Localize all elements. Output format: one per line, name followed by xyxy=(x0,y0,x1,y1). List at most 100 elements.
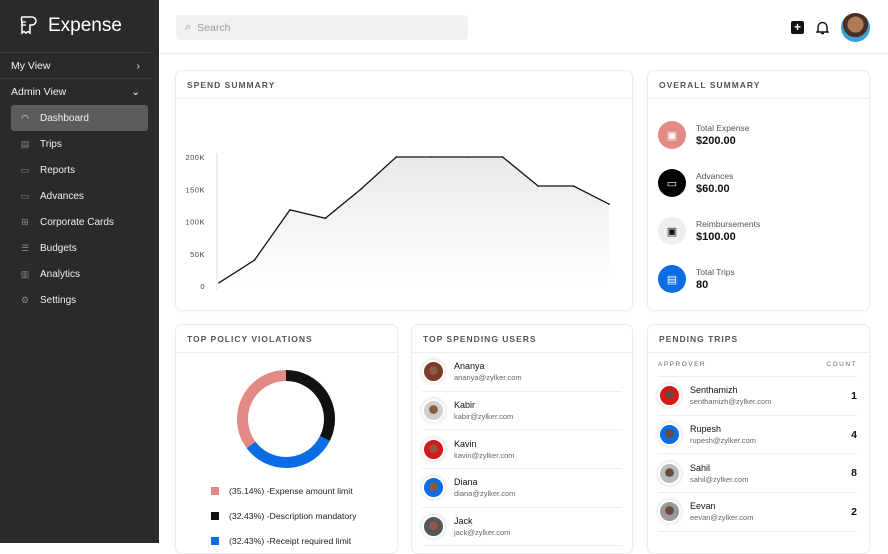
briefcase-icon: ▤ xyxy=(658,265,686,293)
user-avatar xyxy=(422,399,445,423)
pending-trip-row[interactable]: Rupesh rupesh@zylker.com 4 xyxy=(658,416,857,455)
card-title: OVERALL SUMMARY xyxy=(648,71,869,99)
violations-donut-chart xyxy=(237,370,335,468)
chevron-right-icon: › xyxy=(136,59,141,72)
sidebar-item-label: Advances xyxy=(40,190,84,202)
section-admin-view[interactable]: Admin View ⌄ xyxy=(0,79,151,105)
section-label: My View xyxy=(11,59,51,72)
user-row[interactable]: Kavin kavin@zylker.com xyxy=(422,430,622,470)
top-spending-users-card: TOP SPENDING USERS Ananya ananya@zylker.c… xyxy=(411,324,633,554)
data-point xyxy=(395,156,398,158)
user-name: Kabir xyxy=(454,400,476,411)
approver-email: rupesh@zylker.com xyxy=(690,436,756,446)
folder-icon: ▭ xyxy=(20,164,30,175)
gear-icon: ⚙ xyxy=(20,294,30,305)
search-input[interactable]: ⌕ Search xyxy=(176,15,468,40)
card-title: TOP SPENDING USERS xyxy=(412,325,632,353)
approver-email: senthamizh@zylker.com xyxy=(690,397,772,407)
pending-trip-row[interactable]: Eevan eevan@zylker.com 2 xyxy=(658,493,857,532)
sidebar-item-analytics[interactable]: ▥ Analytics xyxy=(11,261,148,287)
user-row[interactable]: Kabir kabir@zylker.com xyxy=(422,392,622,431)
cash-icon: ▣ xyxy=(658,217,686,245)
search-placeholder: Search xyxy=(197,21,231,34)
sidebar-item-label: Settings xyxy=(40,294,77,306)
user-row[interactable]: Jack jack@zylker.com xyxy=(422,508,622,547)
y-tick-label: 50K xyxy=(190,250,205,259)
user-avatar[interactable] xyxy=(841,13,870,42)
data-point xyxy=(537,185,539,187)
trip-count: 1 xyxy=(851,389,857,402)
dashboard-icon: ◠ xyxy=(21,112,29,123)
donut-segment[interactable] xyxy=(237,370,287,449)
section-label: Admin View xyxy=(11,86,67,98)
y-tick-label: 200K xyxy=(185,153,205,162)
user-row[interactable]: Diana diana@zylker.com xyxy=(422,469,622,508)
data-point xyxy=(572,185,575,187)
legend-swatch xyxy=(211,486,219,495)
summary-value: 80 xyxy=(696,279,709,291)
summary-label: Advances xyxy=(696,171,734,181)
summary-value: $200.00 xyxy=(696,135,736,147)
sidebar-item-label: Reports xyxy=(40,164,76,176)
section-my-view[interactable]: My View › xyxy=(0,53,151,79)
summary-label: Total Trips xyxy=(696,267,735,277)
approver-email: sahil@zylker.com xyxy=(690,474,749,484)
policy-violations-card: TOP POLICY VIOLATIONS (35.14%) -Expense … xyxy=(175,324,398,554)
sidebar-item-corporate-cards[interactable]: ⊞ Corporate Cards xyxy=(11,209,148,235)
summary-total-expense: ▣ Total Expense $200.00 xyxy=(658,111,869,159)
wallet-icon: ▭ xyxy=(20,190,30,201)
data-point xyxy=(466,156,468,158)
column-header-approver: APPROVER xyxy=(658,361,707,368)
legend-item: (35.14%) -Expense amount limit xyxy=(176,478,397,503)
top-header: ⌕ Search + xyxy=(159,0,888,54)
y-tick-label: 150K xyxy=(185,185,205,194)
user-row[interactable]: Ananya ananya@zylker.com xyxy=(422,353,622,392)
pending-trip-row[interactable]: Sahil sahil@zylker.com 8 xyxy=(658,454,857,494)
trip-count: 4 xyxy=(851,428,857,441)
summary-reimbursements: ▣ Reimbursements $100.00 xyxy=(658,207,869,255)
sidebar-item-trips[interactable]: ▤ Trips xyxy=(11,131,148,157)
add-icon[interactable]: + xyxy=(791,21,804,34)
data-point xyxy=(218,281,220,284)
sidebar-item-label: Corporate Cards xyxy=(40,216,114,228)
admin-nav: ◠ Dashboard ▤ Trips ▭ Reports ▭ Advances ⊞ Co… xyxy=(11,105,148,313)
trip-count: 2 xyxy=(851,505,857,518)
card-icon: ⊞ xyxy=(21,216,29,227)
user-avatar xyxy=(422,360,445,384)
sidebar-item-budgets[interactable]: ☰ Budgets xyxy=(11,235,148,261)
approver-name: Rupesh xyxy=(690,424,722,435)
y-tick-label: 0 xyxy=(200,282,205,291)
user-email: jack@zylker.com xyxy=(454,528,511,538)
legend-label: (35.14%) -Expense amount limit xyxy=(229,485,353,496)
analytics-icon: ▥ xyxy=(20,268,30,279)
receipt-icon: ▣ xyxy=(658,121,686,149)
user-email: kabir@zylker.com xyxy=(454,412,514,422)
sidebar-item-settings[interactable]: ⚙ Settings xyxy=(11,287,148,313)
legend-label: (32.43%) -Receipt required limit xyxy=(229,535,352,546)
sidebar-item-dashboard[interactable]: ◠ Dashboard xyxy=(11,105,148,131)
summary-value: $60.00 xyxy=(696,183,730,195)
approver-avatar xyxy=(658,384,681,408)
receipt-logo-icon xyxy=(20,16,37,35)
user-name: Jack xyxy=(454,516,473,527)
summary-total-trips: ▤ Total Trips 80 xyxy=(658,255,869,303)
app-title: Expense xyxy=(48,15,122,36)
donut-segment[interactable] xyxy=(246,435,330,468)
app-logo[interactable]: Expense xyxy=(0,0,151,53)
pending-trip-row[interactable]: Senthamizh senthamizh@zylker.com 1 xyxy=(658,377,857,416)
sidebar-item-advances[interactable]: ▭ Advances xyxy=(11,183,148,209)
spend-summary-card: SPEND SUMMARY 050K100K150K200KAPRMAYJUNJ… xyxy=(175,70,633,321)
legend-item: (32.43%) -Receipt required limit xyxy=(176,528,397,553)
user-name: Ananya xyxy=(454,361,485,372)
donut-segment[interactable] xyxy=(285,370,335,442)
trip-count: 8 xyxy=(851,467,857,480)
legend-swatch xyxy=(211,511,219,520)
user-name: Diana xyxy=(454,477,478,488)
chevron-down-icon: ⌄ xyxy=(131,86,140,98)
user-avatar xyxy=(422,437,445,461)
summary-advances: ▭ Advances $60.00 xyxy=(658,159,869,207)
sidebar-item-reports[interactable]: ▭ Reports xyxy=(11,157,148,183)
bell-icon[interactable] xyxy=(816,21,829,35)
data-point xyxy=(253,259,256,261)
legend-swatch xyxy=(211,536,219,545)
